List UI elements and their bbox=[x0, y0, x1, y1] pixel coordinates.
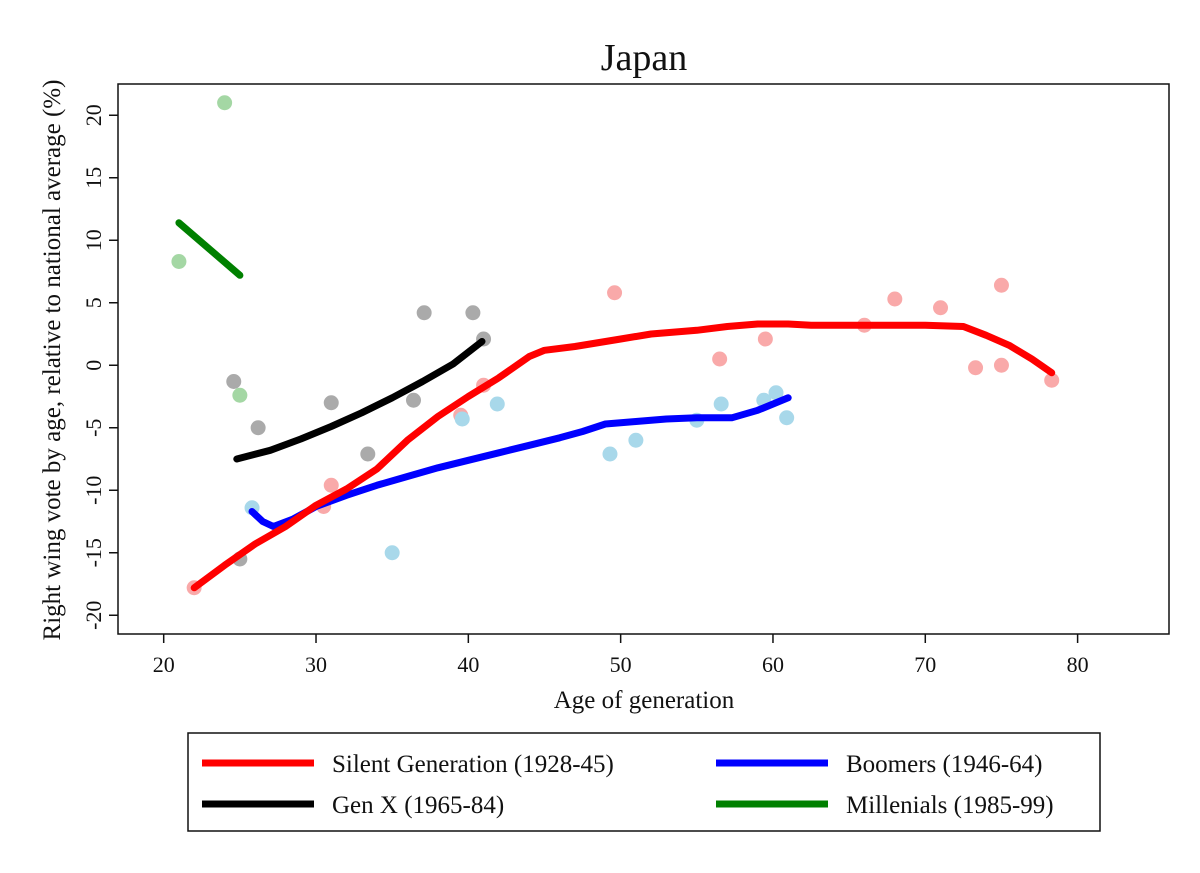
data-point bbox=[217, 95, 233, 111]
plot-frame bbox=[117, 83, 1170, 635]
y-axis-title: Right wing vote by age, relative to nati… bbox=[39, 80, 66, 641]
data-points bbox=[171, 95, 1060, 596]
data-point bbox=[993, 357, 1009, 373]
data-point bbox=[779, 410, 795, 426]
data-point bbox=[232, 387, 248, 403]
data-point bbox=[607, 285, 623, 301]
y-tick-label: 15 bbox=[81, 167, 106, 189]
x-tick-label: 40 bbox=[457, 652, 479, 677]
data-point bbox=[454, 411, 470, 427]
legend-box bbox=[187, 732, 1101, 832]
y-tick-label: 5 bbox=[81, 297, 106, 308]
legend-label: Millenials (1985-99) bbox=[846, 792, 1054, 819]
y-tick-label: 20 bbox=[81, 104, 106, 126]
y-tick-label: 0 bbox=[81, 360, 106, 371]
legend: Silent Generation (1928-45) Boomers (1946… bbox=[187, 732, 1101, 832]
data-point bbox=[384, 545, 400, 561]
x-tick-label: 50 bbox=[610, 652, 632, 677]
data-point bbox=[933, 300, 949, 316]
data-point bbox=[416, 305, 432, 321]
y-tick-label: -20 bbox=[81, 601, 106, 630]
data-point bbox=[250, 420, 266, 436]
y-axis: 20 15 10 5 0 -5 -10 -15 -20 bbox=[81, 104, 118, 630]
chart-title: Japan bbox=[601, 37, 688, 79]
data-point bbox=[713, 396, 729, 412]
data-point bbox=[360, 446, 376, 462]
data-point bbox=[887, 291, 903, 307]
legend-label: Gen X (1965-84) bbox=[332, 792, 504, 819]
y-tick-label: -5 bbox=[81, 419, 106, 437]
trend-lines bbox=[175, 219, 1056, 592]
series-line bbox=[248, 394, 792, 530]
series-line bbox=[190, 320, 1056, 592]
legend-label: Silent Generation (1928-45) bbox=[332, 751, 614, 778]
x-tick-label: 30 bbox=[305, 652, 327, 677]
data-point bbox=[465, 305, 481, 321]
data-point bbox=[602, 446, 618, 462]
data-point bbox=[323, 477, 339, 493]
data-point bbox=[757, 331, 773, 347]
data-point bbox=[323, 395, 339, 411]
data-point bbox=[1044, 372, 1060, 388]
series-line bbox=[175, 219, 244, 279]
x-tick-label: 80 bbox=[1067, 652, 1089, 677]
data-point bbox=[993, 277, 1009, 293]
data-point bbox=[171, 254, 187, 269]
data-point bbox=[968, 360, 984, 376]
x-tick-label: 20 bbox=[153, 652, 175, 677]
y-tick-label: -15 bbox=[81, 538, 106, 567]
x-tick-label: 70 bbox=[914, 652, 936, 677]
y-tick-label: 10 bbox=[81, 229, 106, 251]
data-point bbox=[489, 396, 505, 412]
legend-label: Boomers (1946-64) bbox=[846, 751, 1043, 778]
data-point bbox=[628, 432, 644, 448]
data-point bbox=[768, 385, 784, 401]
x-axis: 20 30 40 50 60 70 80 bbox=[153, 634, 1089, 677]
data-point bbox=[405, 392, 421, 408]
data-point bbox=[712, 351, 728, 367]
data-point bbox=[226, 374, 242, 389]
x-tick-label: 60 bbox=[762, 652, 784, 677]
y-tick-label: -10 bbox=[81, 476, 106, 505]
series-line bbox=[233, 338, 486, 463]
x-axis-title: Age of generation bbox=[554, 687, 735, 714]
